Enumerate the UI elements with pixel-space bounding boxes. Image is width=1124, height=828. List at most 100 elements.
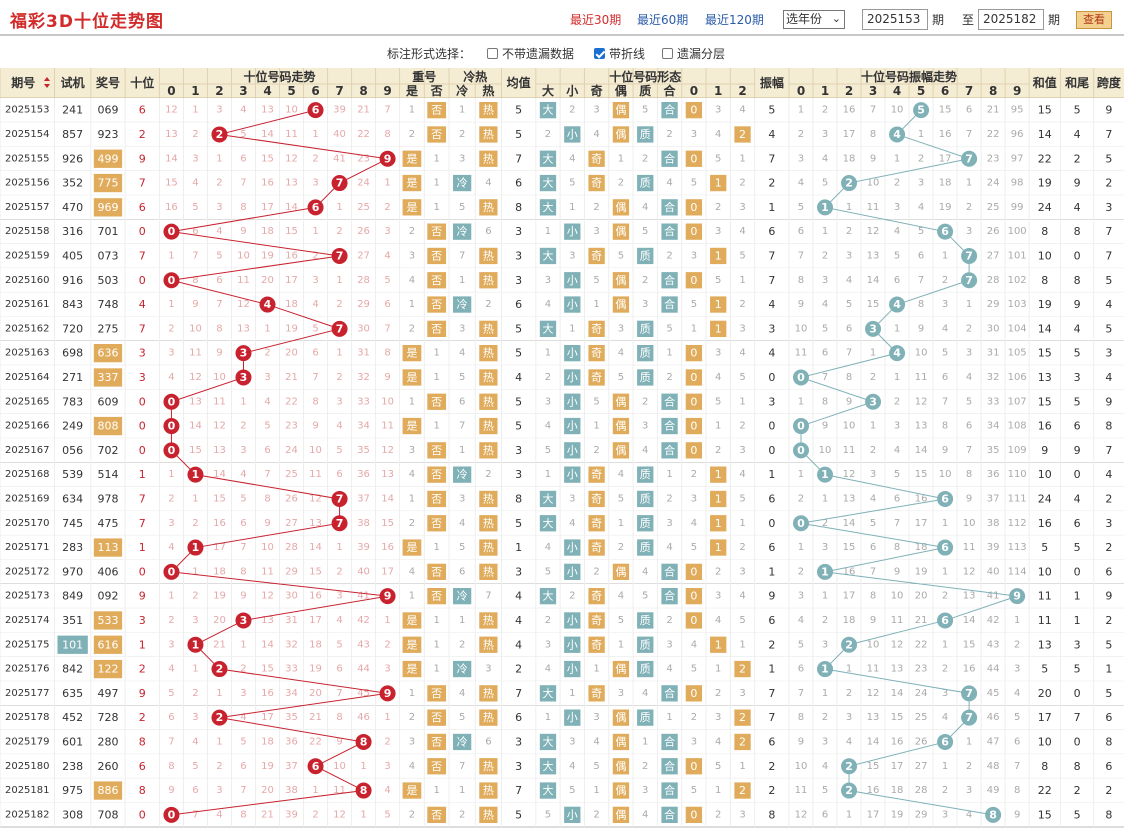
form-badge [539,102,557,119]
amp-ball-label: 6 [941,225,949,238]
form-badge-label: 合 [664,297,675,311]
amp-cell: 3 [768,322,775,335]
omission-cell: 22 [285,396,298,407]
omission-cell: 6 [240,518,246,529]
header-digit-9: 9 [383,84,391,98]
period-30-link[interactable]: 最近30期 [570,13,622,27]
prize-cell: 113 [97,541,118,554]
amp-omission-cell: 10 [891,591,904,602]
form-badge [661,588,678,605]
amp-omission-cell: 11 [843,445,856,456]
to-issue-input[interactable]: 2025182 [978,9,1044,30]
omission-cell: 43 [357,639,370,650]
trend-ball-label: 0 [168,225,176,238]
header-group-hotcold: 冷热 [463,69,487,84]
form-badge [685,588,703,605]
amp-cell: 2 [768,784,775,797]
form-badge-label: 偶 [615,565,626,578]
amp-ball [913,102,930,119]
trend-ball-label: 9 [384,590,392,603]
top-bar: 福彩3D十位走势图 最近30期 最近60期 最近120期 选年份 ⌄ 202515… [0,0,1124,36]
amp-omission-cell: 1 [798,105,804,116]
omission-cell: 2 [384,639,390,650]
amp-omission-cell: 6 [798,664,804,675]
checkbox-line[interactable] [594,48,605,59]
avg-cell: 3 [515,249,522,262]
amp-omission-cell: 104 [1008,323,1027,334]
omission-cell: 3 [459,323,465,334]
header-digit-5: 5 [287,84,295,98]
header-hot: 热 [482,83,494,98]
omission-cell: 2 [593,566,599,577]
trend-ball [355,782,372,799]
omission-cell: 15 [261,153,274,164]
period-120-link[interactable]: 最近120期 [705,13,764,27]
amp-omission-cell: 12 [843,469,856,480]
omission-cell: 2 [459,809,465,820]
option-line[interactable]: 带折线 [594,45,645,62]
omission-cell: 2 [739,421,745,432]
omission-cell: 19 [285,323,298,334]
omission-cell: 4 [216,809,222,820]
from-issue-input[interactable]: 2025153 [862,9,928,30]
omission-cell: 12 [309,493,322,504]
query-button[interactable]: 查看 [1076,11,1112,29]
omission-cell: 3 [642,421,648,432]
header-form-8: 2 [738,84,746,98]
form-badge [588,588,605,605]
table-row: 2025170 745 475 7 3 2 16 6 9 27 13 38 15 否2 热4 5 大奇质 14 1 3… [0,511,1124,536]
prize-cell: 275 [97,322,118,335]
omission-cell: 12 [213,421,226,432]
issue-cell: 2025173 [5,591,50,602]
header-issue[interactable]: 期号 [11,75,35,90]
avg-cell: 4 [515,638,522,651]
amp-ball [792,369,809,386]
prize-cell: 514 [97,468,118,481]
row-bg [0,219,1124,244]
tail-cell: 4 [1074,201,1081,214]
amp-ball [889,345,906,362]
hotcold-badge-label: 热 [483,492,494,505]
omission-cell: 7 [192,250,198,261]
omission-cell: 11 [381,421,394,432]
omission-cell: 3 [569,250,575,261]
omission-cell: 3 [216,105,222,116]
amp-ball-label: 8 [989,808,997,821]
amp-ball-label: 2 [845,760,853,773]
omission-cell: 7 [264,469,270,480]
amp-ball [889,296,906,313]
omission-cell: 1 [666,469,672,480]
option-no-omission[interactable]: 不带遗漏数据 [487,45,574,62]
checkbox-no-omission[interactable] [487,48,498,59]
form-badge [710,490,727,508]
form-badge [564,563,581,580]
omission-cell: 21 [285,372,298,383]
checkbox-layered[interactable] [662,48,673,59]
form-badge [564,442,581,459]
hotcold-badge-label: 热 [483,152,494,165]
repeat-badge [402,417,422,435]
year-select[interactable]: 选年份 ⌄ [783,10,845,29]
amp-omission-cell: 1 [942,566,948,577]
period-60-link[interactable]: 最近60期 [637,13,689,27]
form-badge [612,758,630,775]
form-badge-label: 合 [664,686,675,700]
omission-cell: 15 [165,178,178,189]
omission-cell: 5 [715,275,721,286]
tail-cell: 9 [1074,444,1081,457]
form-badge-label: 合 [664,759,675,773]
hotcold-badge [453,660,472,678]
sort-arrows-icon[interactable] [44,77,50,88]
trend-ball [211,661,228,678]
trial-cell: 634 [62,492,83,505]
form-badge-label: 2 [739,735,746,748]
tens-cell: 0 [139,395,146,408]
issue-cell: 2025154 [5,129,50,140]
amp-omission-cell: 31 [987,348,1000,359]
omission-cell: 7 [216,299,222,310]
hotcold-badge-label: 热 [483,541,494,554]
form-badge-label: 合 [664,589,675,603]
option-layered[interactable]: 遗漏分层 [662,45,725,62]
omission-cell: 36 [357,469,370,480]
tail-cell: 2 [1074,784,1081,797]
